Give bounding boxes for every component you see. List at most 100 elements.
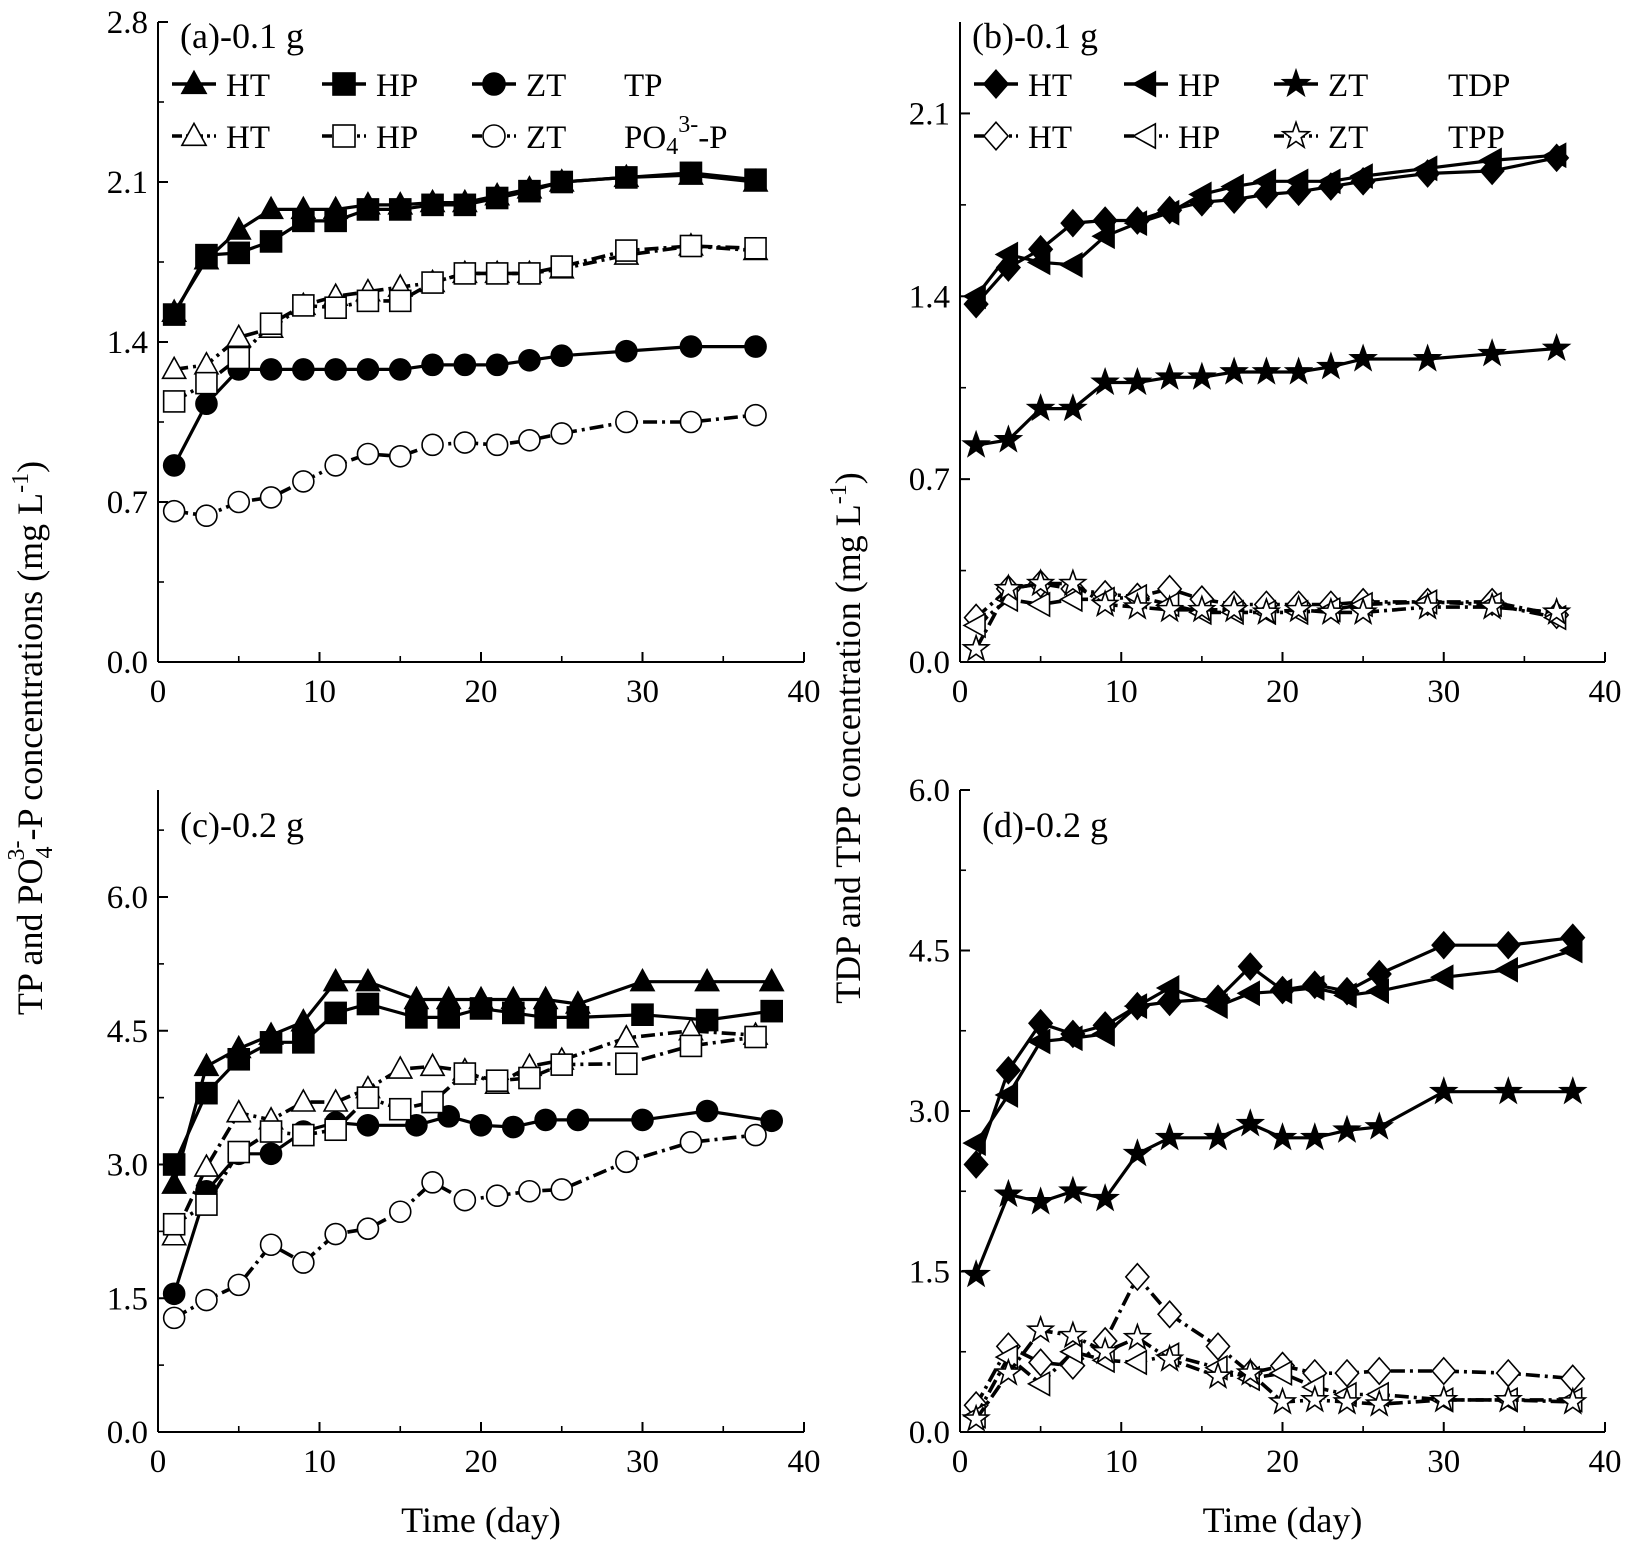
data-point	[1480, 341, 1505, 365]
legend-label: ZT	[1328, 68, 1368, 104]
x-tick-label: 10	[303, 674, 336, 710]
data-point	[680, 412, 701, 433]
data-point	[390, 1099, 411, 1120]
legend-marker	[483, 73, 505, 95]
data-point	[965, 1151, 988, 1177]
series-ht-tp	[163, 163, 768, 321]
data-point	[196, 373, 217, 394]
x-tick-label: 0	[150, 1444, 167, 1480]
data-point	[1061, 210, 1084, 236]
data-point	[164, 501, 185, 522]
x-tick-label: 40	[1589, 1444, 1622, 1480]
x-tick-label: 40	[788, 674, 821, 710]
series-zt-tp	[164, 336, 766, 476]
data-point	[422, 194, 443, 215]
data-point	[325, 455, 346, 476]
data-point	[227, 218, 250, 239]
data-point	[228, 492, 249, 513]
legend: HT HP ZT TDPHT HP ZT TPP	[974, 68, 1510, 156]
data-point	[1028, 1189, 1053, 1213]
data-point	[195, 1054, 218, 1075]
data-point	[228, 1142, 249, 1163]
data-point	[567, 1007, 588, 1028]
data-point	[261, 313, 282, 334]
data-point	[1335, 1360, 1358, 1386]
series-zt-tpp	[964, 571, 1570, 660]
x-tick-label: 30	[626, 674, 659, 710]
data-point	[357, 994, 378, 1015]
data-point	[1060, 1178, 1085, 1202]
data-point	[680, 1035, 701, 1056]
data-point	[1497, 932, 1520, 958]
data-point	[1061, 253, 1082, 276]
data-point	[164, 455, 185, 476]
data-point	[293, 210, 314, 231]
data-point	[454, 263, 475, 284]
data-point	[196, 1083, 217, 1104]
data-point	[357, 359, 378, 380]
y-tick-label: 4.5	[107, 1014, 148, 1050]
data-point	[325, 210, 346, 231]
data-point	[616, 167, 637, 188]
data-point	[422, 434, 443, 455]
data-point	[1060, 396, 1085, 420]
series-hp-tdp	[964, 939, 1582, 1155]
x-tick-label: 40	[788, 1444, 821, 1480]
data-point	[616, 412, 637, 433]
series-ht-tpp	[965, 1264, 1585, 1419]
data-point	[422, 1092, 443, 1113]
legend: HT HP ZT TP HT HP ZT PO43--P	[172, 68, 728, 160]
data-point	[422, 354, 443, 375]
data-point	[293, 471, 314, 492]
data-point	[325, 1224, 346, 1245]
data-point	[519, 430, 540, 451]
data-point	[1496, 958, 1517, 981]
panel-title: (a)-0.1 g	[180, 16, 304, 56]
legend-label: HT	[1028, 68, 1072, 104]
series-zt-tdp	[964, 335, 1570, 455]
right-y-axis-label: TDP and TPP concentration (mg L-1)	[826, 472, 868, 1004]
y-tick-label: 0.0	[909, 645, 950, 681]
x-tick-label: 40	[1589, 674, 1622, 710]
data-point	[196, 1290, 217, 1311]
data-point	[551, 345, 572, 366]
legend-label: HP	[1178, 120, 1220, 156]
data-point	[745, 169, 766, 190]
data-point	[390, 199, 411, 220]
y-tick-label: 0.0	[107, 1415, 148, 1451]
series-ht-tdp	[965, 925, 1585, 1178]
data-point	[487, 263, 508, 284]
legend-marker	[1283, 122, 1309, 147]
data-point	[1431, 1079, 1456, 1103]
legend-label: HT	[226, 68, 270, 104]
legend-suffix: TDP	[1448, 68, 1510, 104]
data-point	[551, 1179, 572, 1200]
data-point	[616, 341, 637, 362]
data-point	[1157, 364, 1182, 388]
data-point	[357, 199, 378, 220]
series-hp-tdp	[964, 144, 1566, 308]
data-point	[261, 1143, 282, 1164]
series-ht-tdp	[965, 145, 1569, 318]
data-point	[357, 444, 378, 465]
data-point	[1432, 966, 1453, 989]
series-line	[976, 951, 1573, 1144]
x-tick-label: 20	[1266, 1444, 1299, 1480]
data-point	[164, 304, 185, 325]
data-point	[261, 1032, 282, 1053]
data-point	[261, 1234, 282, 1255]
data-point	[632, 1004, 653, 1025]
legend-marker	[333, 73, 355, 95]
left-y-axis-label: TP and PO43--P concentrations (mg L-1)	[4, 461, 58, 1015]
data-point	[503, 1117, 524, 1138]
x-tick-label: 20	[465, 1444, 498, 1480]
data-point	[487, 1070, 508, 1091]
series-zt-tdp	[964, 1079, 1586, 1286]
data-point	[1125, 369, 1150, 393]
data-point	[454, 194, 475, 215]
legend-suffix: TPP	[1448, 120, 1505, 156]
data-point	[1318, 354, 1343, 378]
legend-suffix: TP	[624, 68, 663, 104]
data-point	[680, 236, 701, 257]
data-point	[680, 336, 701, 357]
